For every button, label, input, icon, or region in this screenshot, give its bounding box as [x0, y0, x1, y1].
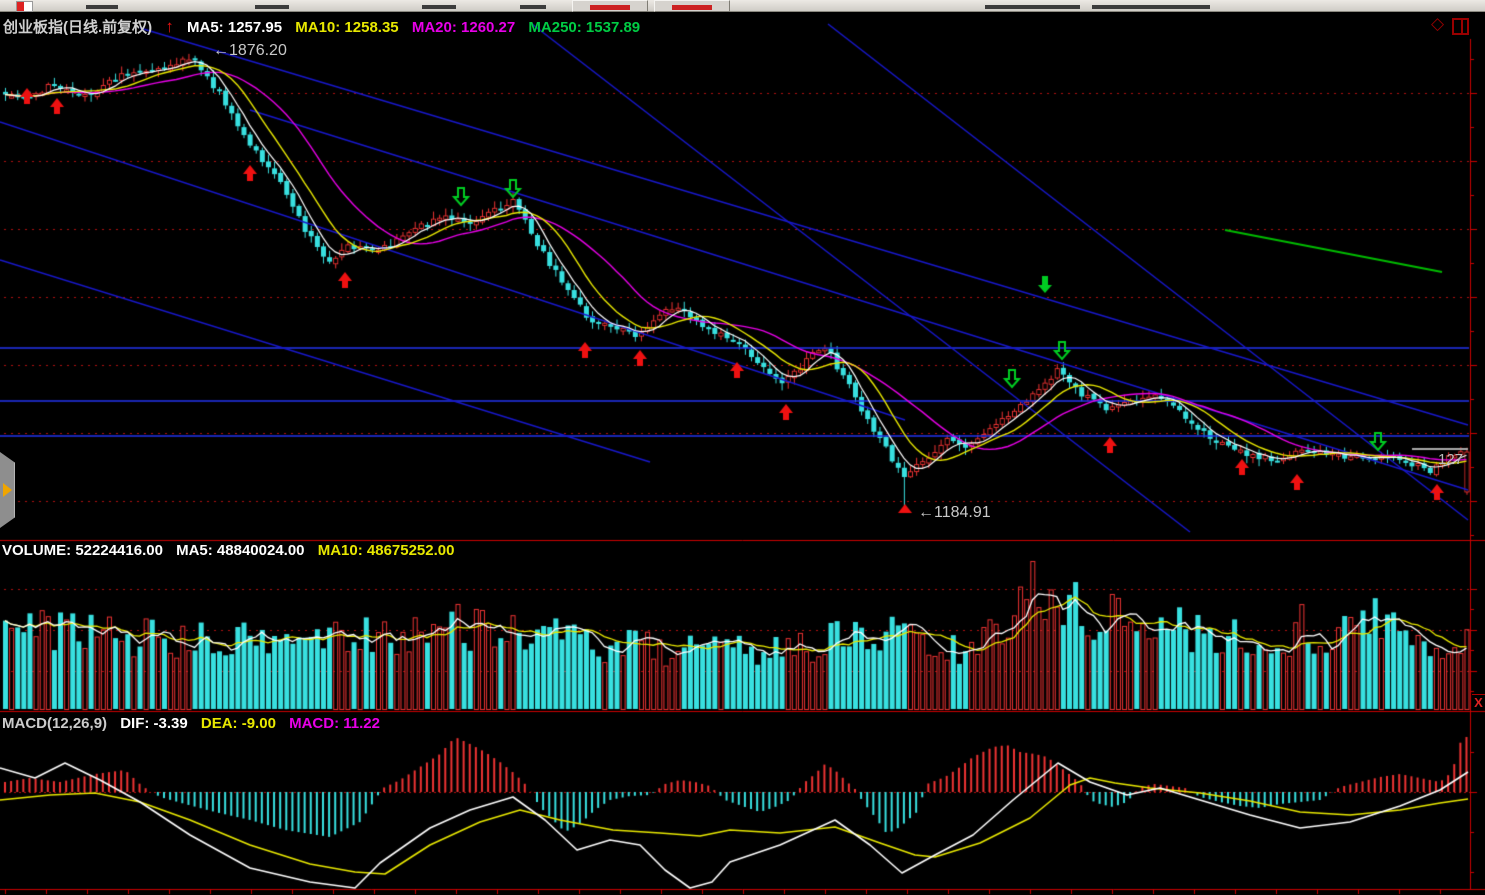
close-indicator-button[interactable]: X [1472, 694, 1485, 711]
ma20-label: MA20: 1260.27 [411, 19, 516, 36]
high-price-annotation: ←1876.20 [213, 42, 287, 59]
volume-ma5-label: MA5: 48840024.00 [176, 542, 305, 559]
sidebar-expand-handle[interactable] [0, 452, 15, 528]
menu-red-button[interactable] [572, 0, 648, 12]
volume-ma10-label: MA10: 48675252.00 [317, 542, 455, 559]
split-window-icon[interactable] [1452, 18, 1469, 35]
ma5-label: MA5: 1257.95 [187, 19, 283, 36]
menu-item-fragment[interactable] [422, 5, 456, 9]
menu-item-fragment[interactable] [255, 5, 289, 9]
ma10-label: MA10: 1258.35 [295, 19, 399, 36]
menu-red-button[interactable] [654, 0, 730, 12]
diamond-tool-icon[interactable]: ◇ [1431, 14, 1445, 33]
menu-item-fragment[interactable] [520, 5, 546, 9]
menu-text-fragment [1092, 5, 1210, 9]
low-price-annotation: ←1184.91 [918, 504, 991, 521]
menu-text-fragment [985, 5, 1080, 9]
trend-up-icon: ↑ [165, 17, 174, 36]
instrument-title: 创业板指(日线.前复权) [3, 19, 153, 36]
menubar [0, 0, 1485, 12]
dea-label: DEA: -9.00 [200, 715, 276, 732]
red-label-fragment [672, 5, 712, 10]
dif-label: DIF: -3.39 [120, 715, 188, 732]
volume-pane-header: VOLUME: 52224416.00 MA5: 48840024.00 MA1… [2, 542, 463, 559]
last-price-annotation: 127 [1438, 451, 1464, 468]
macd-pane-header: MACD(12,26,9) DIF: -3.39 DEA: -9.00 MACD… [2, 715, 389, 732]
volume-label: VOLUME: 52224416.00 [2, 542, 163, 559]
expand-arrow-icon [3, 483, 12, 497]
price-pane-header: 创业板指(日线.前复权) ↑ MA5: 1257.95 MA10: 1258.3… [3, 16, 649, 37]
app-logo-icon [16, 1, 33, 12]
macd-params-label: MACD(12,26,9) [2, 715, 108, 732]
macd-value-label: MACD: 11.22 [289, 715, 380, 732]
red-label-fragment [590, 5, 630, 10]
menu-item-fragment[interactable] [86, 5, 118, 9]
ma250-label: MA250: 1537.89 [528, 19, 641, 36]
